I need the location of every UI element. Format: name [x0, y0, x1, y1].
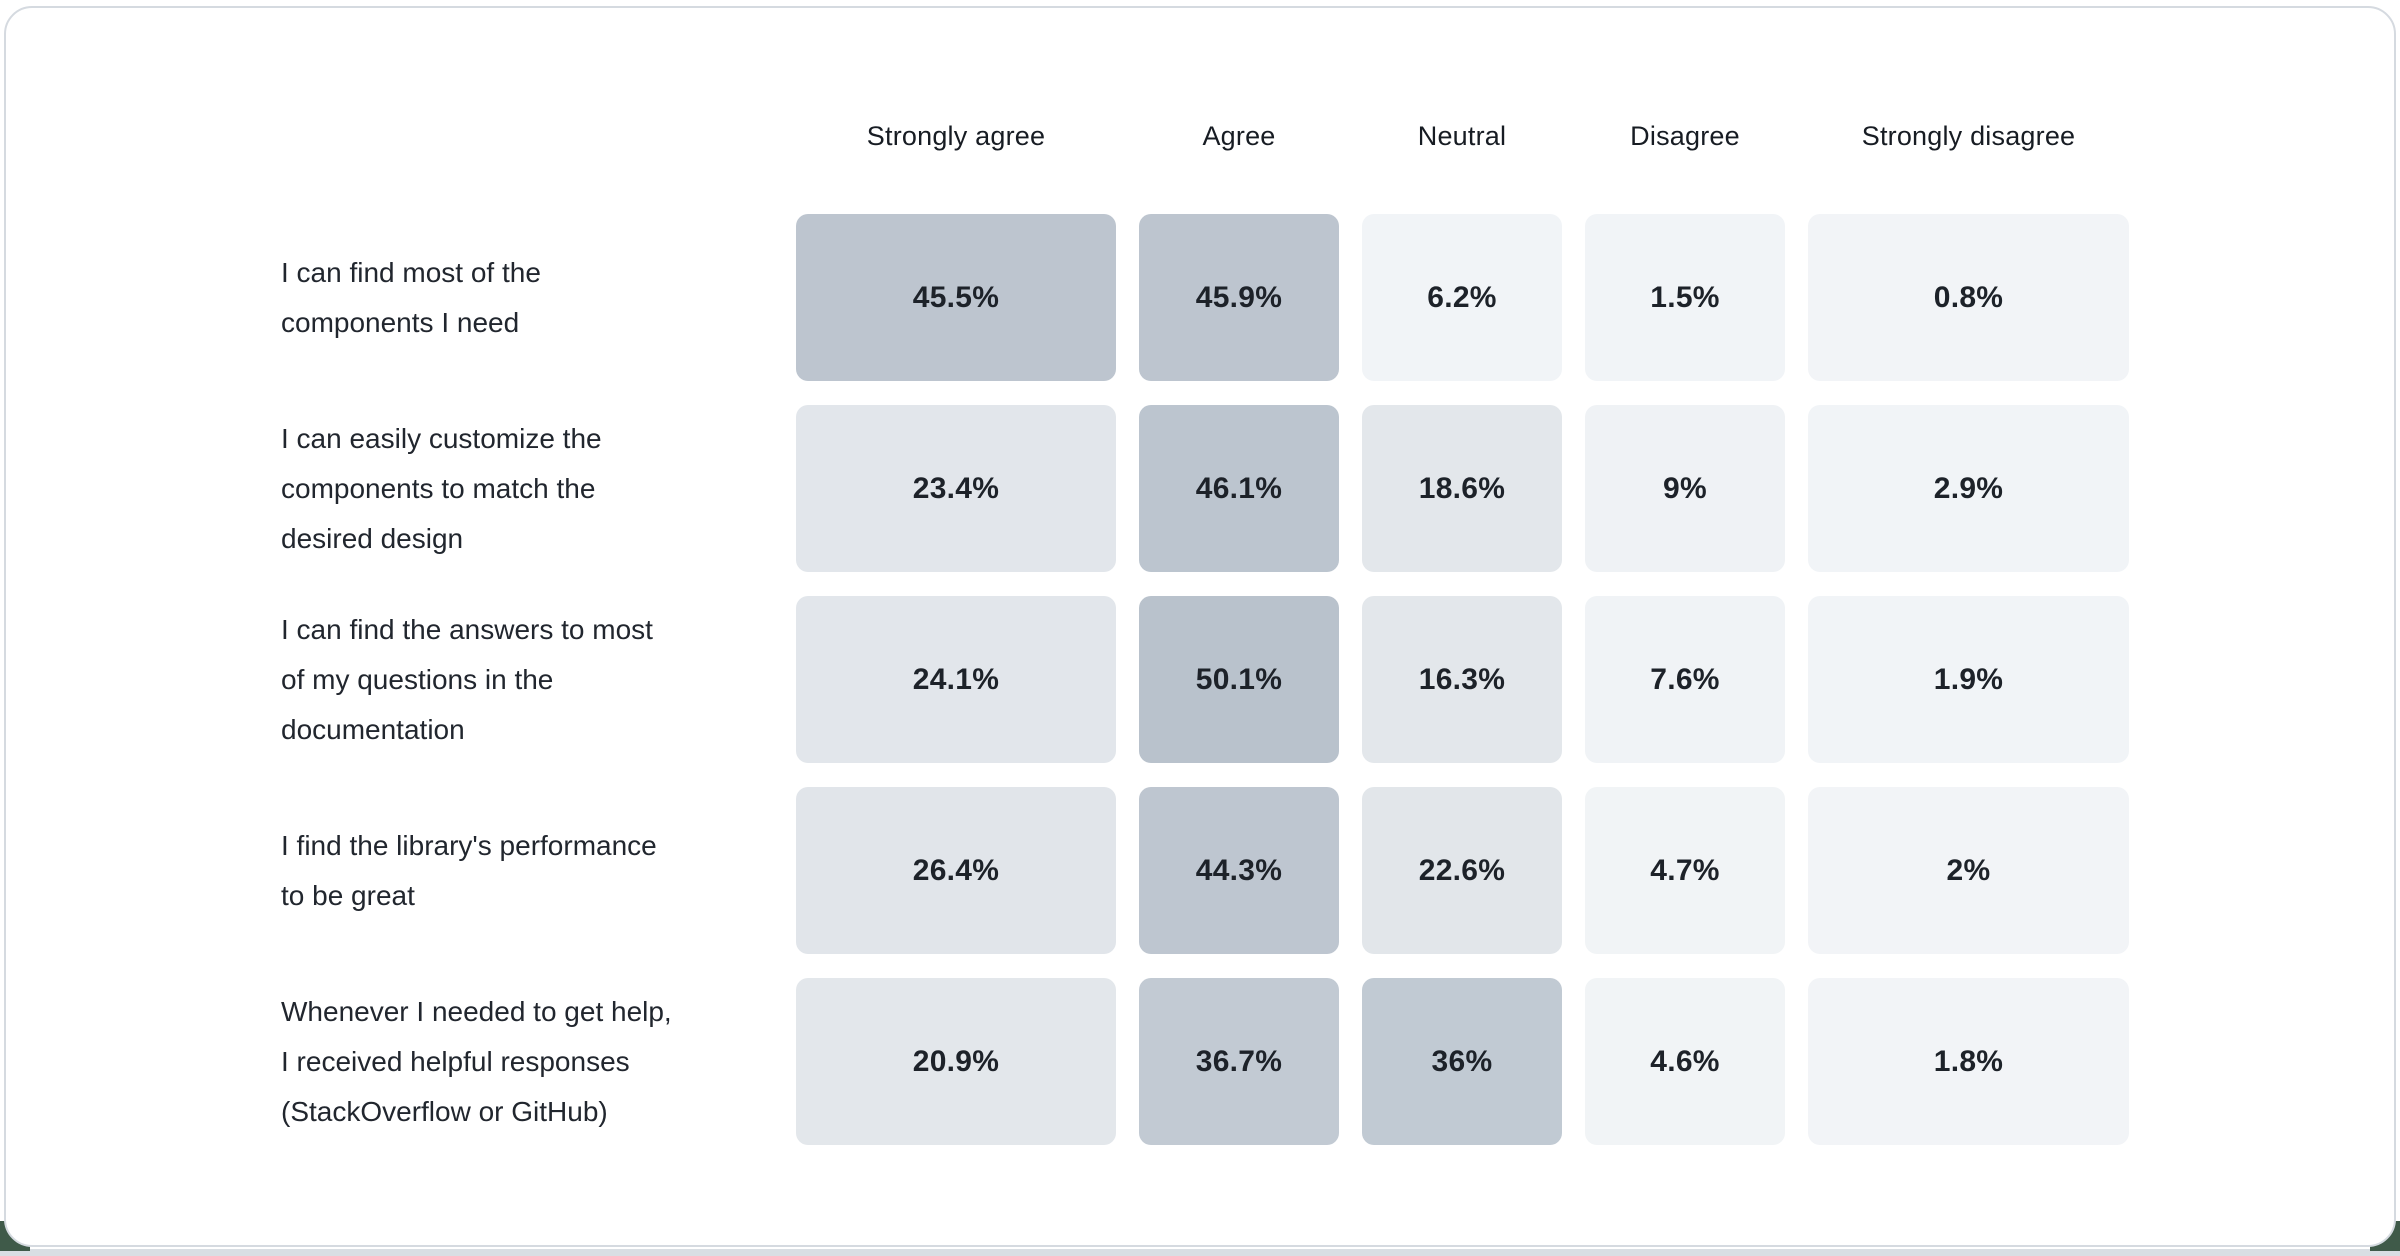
heatmap-cell: 45.5% — [796, 214, 1116, 381]
column-header-neutral: Neutral — [1417, 120, 1507, 151]
row-label-performance: I find the library's performance to be g… — [281, 829, 657, 911]
column-header-strongly-disagree: Strongly disagree — [1861, 120, 2076, 151]
row-label-customize-components: I can easily customize the components to… — [281, 422, 602, 554]
heatmap-cell: 26.4% — [796, 787, 1116, 954]
heatmap-cell: 50.1% — [1139, 596, 1339, 763]
survey-card: Strongly agree Agree Neutral Disagree St… — [4, 6, 2396, 1247]
cell-value: 4.7% — [1650, 853, 1720, 887]
heatmap-cell: 1.8% — [1808, 978, 2129, 1145]
heatmap-cell: 2% — [1808, 787, 2129, 954]
row-label-find-components: I can find most of the components I need — [281, 256, 541, 338]
cell-value: 44.3% — [1195, 853, 1283, 887]
cell-value: 24.1% — [912, 662, 1000, 696]
cell-value: 36% — [1431, 1044, 1493, 1078]
cell-value: 20.9% — [912, 1044, 1000, 1078]
column-header-disagree: Disagree — [1630, 120, 1740, 151]
heatmap-cell: 2.9% — [1808, 405, 2129, 572]
cell-value: 50.1% — [1195, 662, 1283, 696]
heatmap-cell: 4.7% — [1585, 787, 1785, 954]
cell-value: 6.2% — [1427, 280, 1497, 314]
heatmap-cell: 20.9% — [796, 978, 1116, 1145]
heatmap-cell: 36% — [1362, 978, 1562, 1145]
survey-heatmap-matrix: Strongly agree Agree Neutral Disagree St… — [281, 82, 2129, 1145]
heatmap-cell: 1.5% — [1585, 214, 1785, 381]
heatmap-cell: 23.4% — [796, 405, 1116, 572]
cell-value: 1.9% — [1933, 662, 2004, 696]
cell-value: 26.4% — [912, 853, 1000, 887]
cell-value: 4.6% — [1650, 1044, 1720, 1078]
heatmap-cell: 4.6% — [1585, 978, 1785, 1145]
heatmap-cell: 18.6% — [1362, 405, 1562, 572]
cell-value: 2.9% — [1933, 471, 2004, 505]
cell-value: 1.5% — [1650, 280, 1720, 314]
heatmap-cell: 9% — [1585, 405, 1785, 572]
cell-value: 9% — [1663, 471, 1707, 505]
cell-value: 1.8% — [1933, 1044, 2004, 1078]
cell-value: 45.5% — [912, 280, 1000, 314]
row-label-documentation-answers: I can find the answers to most of my que… — [281, 613, 653, 745]
heatmap-cell: 16.3% — [1362, 596, 1562, 763]
heatmap-cell: 46.1% — [1139, 405, 1339, 572]
cell-value: 46.1% — [1195, 471, 1283, 505]
matrix-corner-spacer — [281, 82, 773, 190]
heatmap-cell: 7.6% — [1585, 596, 1785, 763]
column-header-strongly-agree: Strongly agree — [866, 120, 1046, 151]
heatmap-cell: 24.1% — [796, 596, 1116, 763]
cell-value: 18.6% — [1418, 471, 1506, 505]
heatmap-cell: 45.9% — [1139, 214, 1339, 381]
cell-value: 7.6% — [1650, 662, 1720, 696]
cell-value: 36.7% — [1195, 1044, 1283, 1078]
bottom-strip — [0, 1249, 2400, 1256]
heatmap-cell: 44.3% — [1139, 787, 1339, 954]
cell-value: 45.9% — [1195, 280, 1283, 314]
cell-value: 2% — [1946, 853, 1991, 887]
cell-value: 23.4% — [912, 471, 1000, 505]
heatmap-cell: 1.9% — [1808, 596, 2129, 763]
column-header-agree: Agree — [1202, 120, 1276, 151]
heatmap-cell: 6.2% — [1362, 214, 1562, 381]
heatmap-cell: 36.7% — [1139, 978, 1339, 1145]
cell-value: 22.6% — [1418, 853, 1506, 887]
heatmap-cell: 22.6% — [1362, 787, 1562, 954]
cell-value: 0.8% — [1933, 280, 2004, 314]
heatmap-cell: 0.8% — [1808, 214, 2129, 381]
row-label-helpful-responses: Whenever I needed to get help, I receive… — [281, 995, 672, 1127]
cell-value: 16.3% — [1418, 662, 1506, 696]
